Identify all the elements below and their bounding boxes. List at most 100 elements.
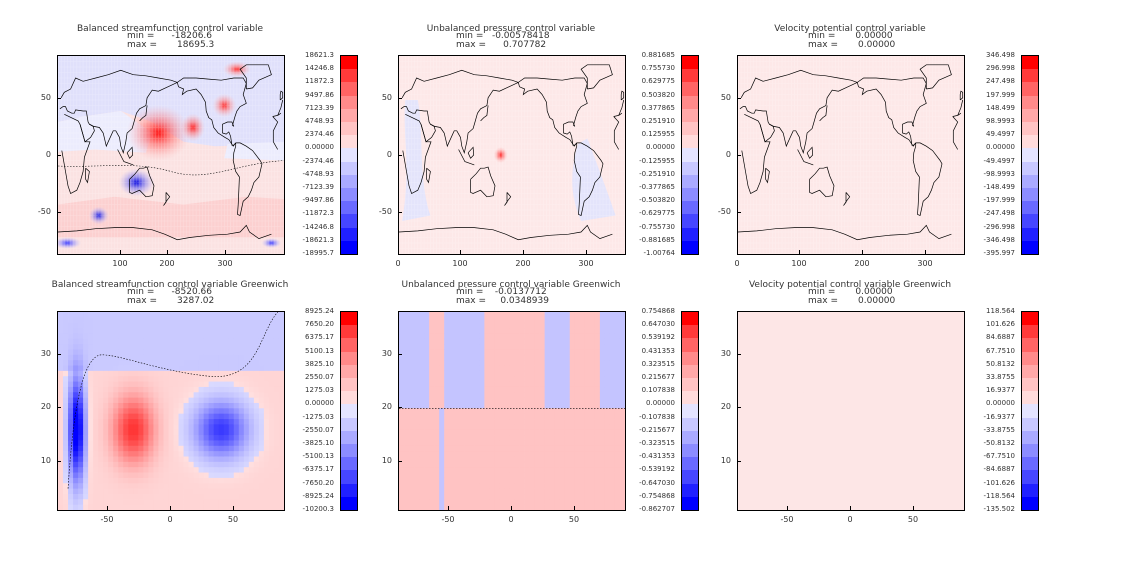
colorbar-swatch (1022, 188, 1038, 202)
colorbar-tick-label: -11872.3 (302, 209, 334, 218)
colorbar-tick-label: 296.998 (986, 64, 1015, 73)
colorbar-swatch (341, 378, 357, 392)
colorbar-swatch (682, 188, 698, 202)
colorbar-swatch (682, 174, 698, 189)
x-tick-label: 100 (112, 259, 128, 268)
coastline-segment (232, 142, 263, 216)
x-tick-label: -50 (100, 515, 114, 524)
max-label: max = 0.00000 (808, 40, 896, 50)
cell-grid (738, 56, 964, 254)
x-tick-mark (787, 506, 788, 510)
colorbar-tick-label: 0.00000 (305, 143, 334, 152)
y-tick-label: 50 (720, 93, 731, 102)
colorbar-tick-label: -148.499 (983, 183, 1015, 191)
coastline-segment (959, 90, 964, 101)
colorbar-tick-label: -0.755730 (639, 222, 675, 231)
y-tick-label: -50 (717, 207, 731, 216)
y-tick-mark (57, 98, 61, 99)
colorbar-swatch (1022, 417, 1038, 432)
coastline-segment (467, 146, 475, 159)
colorbar-swatch (1022, 122, 1038, 136)
coastline-segment (856, 77, 927, 147)
x-tick-mark (460, 250, 461, 254)
coastline-segment (117, 149, 134, 166)
colorbar-swatch (1022, 312, 1038, 326)
coastline-segment (126, 146, 134, 159)
coastline-segment (59, 82, 282, 155)
x-tick-label: 0 (847, 515, 853, 524)
colorbar (1021, 55, 1039, 255)
coastline-segment (912, 142, 943, 216)
max-label: max = 18695.3 (127, 40, 215, 50)
max-label: max = 0.0348939 (456, 296, 549, 306)
x-tick-mark (799, 250, 800, 254)
coastline-segment (400, 82, 623, 155)
heatmap-svg (399, 56, 625, 254)
colorbar-swatch (1022, 404, 1038, 419)
coastlines (58, 64, 284, 241)
colorbar-swatch (1022, 430, 1038, 445)
chart-title: Unbalanced pressure control variable Gre… (401, 280, 621, 290)
colorbar-tick-label: -67.7510 (983, 452, 1015, 461)
colorbar-tick-label: 7650.20 (305, 320, 334, 329)
min-label: min = -8520.66 (127, 287, 213, 297)
y-tick-label: 20 (720, 402, 731, 411)
y-tick-mark (737, 407, 741, 408)
heatmap-svg (399, 312, 625, 510)
colorbar-tick-label: 0.431353 (641, 346, 675, 355)
colorbar-tick-label: -0.323515 (639, 439, 675, 447)
colorbar-swatch (341, 496, 357, 511)
colorbar-swatch (682, 364, 698, 379)
colorbar-swatch (1022, 364, 1038, 379)
y-tick-mark (398, 354, 402, 355)
coastline-segment (470, 166, 496, 198)
x-tick-mark (737, 250, 738, 254)
x-tick-label: 200 (515, 259, 531, 268)
coastline-segment (420, 123, 436, 143)
colorbar-tick-label: 3825.10 (305, 359, 334, 368)
colorbar-swatch (682, 444, 698, 458)
colorbar-tick-label: 8925.24 (305, 307, 334, 315)
blob-pos-pacific (126, 105, 191, 161)
colorbar-swatch (682, 470, 698, 485)
y-tick-label: 10 (40, 456, 51, 465)
colorbar-tick-label: 0.215677 (641, 373, 675, 381)
colorbar-swatch (682, 227, 698, 242)
x-tick-label: 0 (508, 515, 514, 524)
colorbar-tick-label: 98.9993 (986, 117, 1015, 125)
coastline-segment (239, 64, 272, 90)
colorbar-tick-label: -18995.7 (302, 249, 334, 257)
colorbar-swatch (1022, 201, 1038, 215)
coastline-segment (580, 64, 613, 90)
colorbar-swatch (1022, 227, 1038, 242)
colorbar-swatch (1022, 161, 1038, 176)
coastlines (399, 64, 625, 241)
colorbar-tick-label: 0.629775 (641, 77, 675, 86)
colorbar-tick-label: -1.00764 (643, 249, 675, 257)
colorbar (681, 55, 699, 255)
colorbar-tick-label: -18621.3 (302, 235, 334, 244)
y-tick-label: 50 (381, 93, 392, 102)
blob-neg-south-east (261, 238, 282, 248)
x-tick-mark (850, 506, 851, 510)
colorbar-tick-label: 49.4997 (986, 130, 1015, 139)
colorbar-tick-label: -98.9993 (983, 169, 1015, 178)
colorbar-swatch (682, 351, 698, 366)
colorbar-swatch (682, 214, 698, 229)
colorbar-tick-label: 84.6887 (986, 333, 1015, 342)
colorbar-swatch (341, 312, 357, 326)
colorbar-tick-label: -118.564 (983, 491, 1015, 500)
coastline-segment (60, 69, 284, 116)
colorbar-swatch (1022, 135, 1038, 149)
colorbar-tick-label: -33.8755 (983, 425, 1015, 434)
colorbar-swatch (1022, 378, 1038, 392)
coastlines (738, 64, 964, 241)
colorbar-swatch (1022, 240, 1038, 255)
y-tick-mark (737, 212, 741, 213)
x-tick-mark (511, 506, 512, 510)
plot-area (737, 311, 965, 511)
colorbar-tick-label: -10200.3 (302, 505, 334, 513)
colorbar-swatch (1022, 496, 1038, 511)
blob-pos-north (212, 93, 237, 118)
x-tick-mark (925, 250, 926, 254)
